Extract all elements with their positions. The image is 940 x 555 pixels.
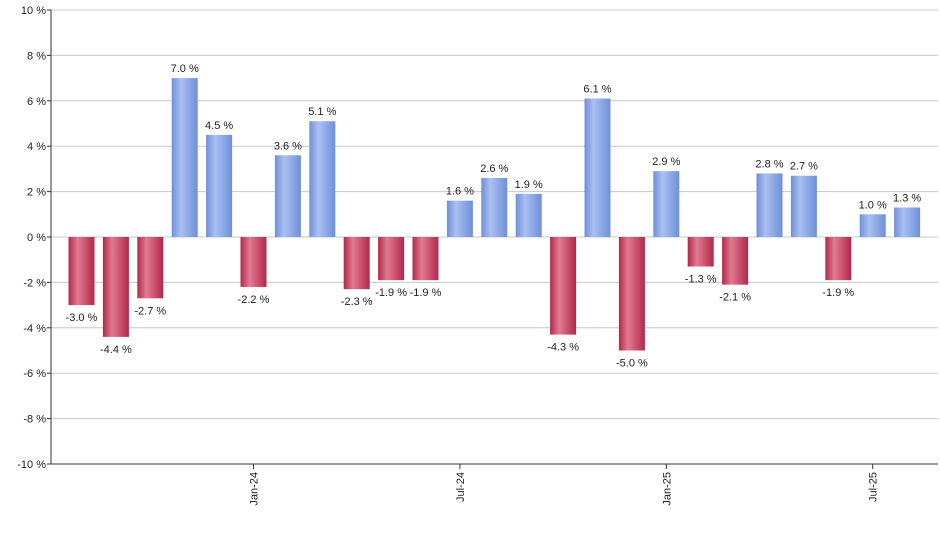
bar (687, 237, 714, 267)
data-label: 1.3 % (893, 192, 921, 204)
data-label: -1.9 % (822, 287, 854, 299)
y-tick-label: 10 % (21, 5, 46, 17)
data-label: -2.2 % (238, 294, 270, 306)
axes: -10 % -8 % -6 % -4 % -2 % 0 % 2 % 4 % 6 % 8 % 10 %… (17, 5, 938, 506)
bar (68, 237, 95, 306)
bar (790, 175, 817, 237)
x-tick-label: Jan-25 (661, 472, 673, 506)
bar (653, 171, 680, 237)
data-label: 6.1 % (583, 84, 611, 96)
bar (412, 237, 439, 281)
y-tick-label: -10 % (17, 459, 46, 471)
bar (137, 237, 164, 299)
data-label: 1.9 % (515, 179, 543, 191)
data-label: -2.1 % (719, 292, 751, 304)
bar (825, 237, 852, 281)
bar (481, 177, 508, 237)
bar (378, 237, 405, 281)
data-label: -4.3 % (547, 342, 579, 354)
data-label: 5.1 % (308, 106, 336, 118)
bar (859, 214, 886, 237)
bar (550, 237, 577, 335)
data-label: -1.9 % (410, 287, 442, 299)
bar (274, 155, 301, 237)
y-tick-label: -6 % (23, 368, 46, 380)
bar (343, 237, 370, 290)
y-tick-label: -8 % (23, 414, 46, 426)
data-label: -4.4 % (100, 344, 132, 356)
data-label: 1.0 % (859, 199, 887, 211)
data-label: -1.9 % (375, 287, 407, 299)
data-label: -1.3 % (685, 274, 717, 286)
data-label: 3.6 % (274, 140, 302, 152)
bar (309, 121, 336, 237)
y-tick-label: 0 % (27, 232, 46, 244)
data-label: -2.7 % (134, 305, 166, 317)
bar (102, 237, 129, 337)
data-label: 2.7 % (790, 161, 818, 173)
y-tick-label: 2 % (27, 187, 46, 199)
y-tick-label: -2 % (23, 277, 46, 289)
y-tick-label: 6 % (27, 96, 46, 108)
data-label: 7.0 % (171, 63, 199, 75)
data-label: -2.3 % (341, 296, 373, 308)
data-label: 1.6 % (446, 186, 474, 198)
bar (722, 237, 749, 285)
data-label: -3.0 % (66, 312, 98, 324)
data-label: -5.0 % (616, 358, 648, 370)
x-tick-label: Jul-25 (868, 472, 880, 502)
bar (894, 207, 921, 237)
y-tick-label: 8 % (27, 50, 46, 62)
data-label: 4.5 % (205, 120, 233, 132)
data-label: 2.6 % (480, 163, 508, 175)
bar (618, 237, 645, 351)
y-tick-label: 4 % (27, 141, 46, 153)
bar (515, 193, 542, 237)
data-label: 2.9 % (652, 156, 680, 168)
data-label: 2.8 % (755, 158, 783, 170)
bar (240, 237, 267, 287)
y-tick-label: -4 % (23, 323, 46, 335)
bar (171, 78, 198, 237)
bar-series (68, 78, 921, 351)
bar (446, 200, 473, 237)
bar (584, 98, 611, 237)
bar (756, 173, 783, 237)
x-tick-label: Jul-24 (455, 472, 467, 502)
data-labels: -3.0 % -4.4 % -2.7 % 7.0 % 4.5 % -2.2 % 3.6 % 5… (66, 63, 922, 369)
x-tick-label: Jan-24 (249, 472, 261, 506)
bar (206, 134, 233, 237)
